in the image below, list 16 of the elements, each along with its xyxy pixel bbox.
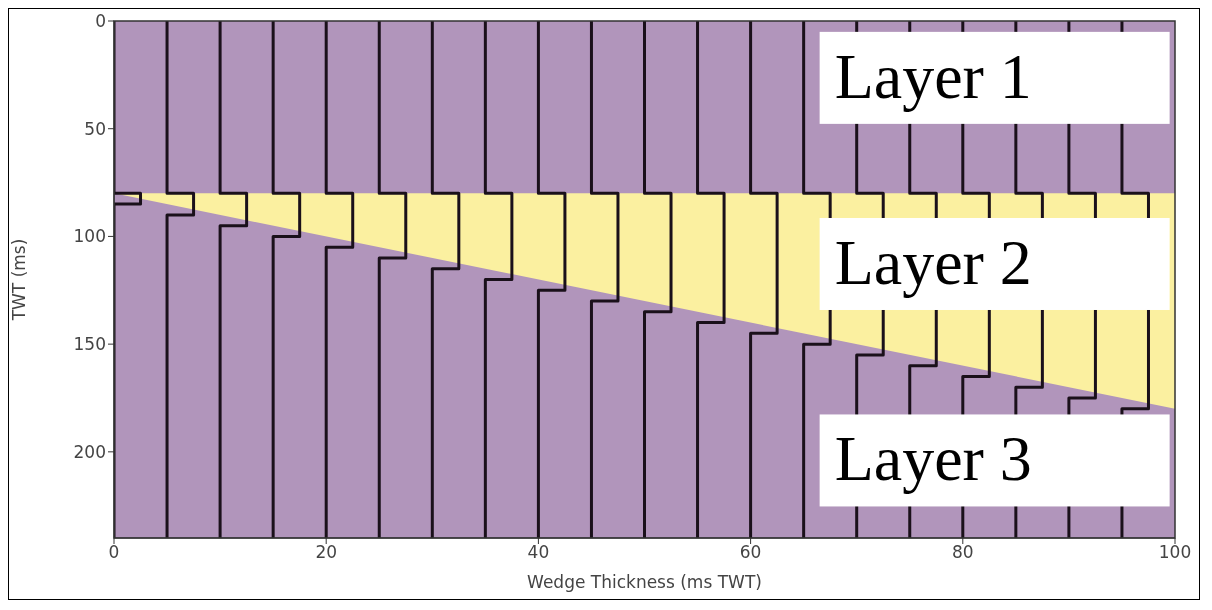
annotation: Layer 3 [834, 423, 1032, 495]
x-tick-label: 100 [1158, 542, 1192, 563]
x-tick-label: 0 [108, 542, 120, 563]
y-tick-label: 150 [73, 334, 106, 355]
annotation: Layer 2 [834, 226, 1032, 298]
x-tick-label: 40 [527, 542, 550, 563]
y-tick-label: 100 [73, 226, 106, 247]
y-tick-label: 50 [84, 118, 106, 139]
x-axis-title: Wedge Thickness (ms TWT) [527, 572, 762, 592]
x-tick-label: 60 [739, 542, 762, 563]
y-axis-title: TWT (ms) [9, 238, 30, 322]
annotation: Layer 1 [834, 40, 1032, 112]
y-tick-label: 0 [95, 11, 106, 32]
y-tick-label: 200 [73, 441, 106, 462]
x-tick-label: 20 [315, 542, 338, 563]
x-tick-label: 80 [951, 542, 974, 563]
